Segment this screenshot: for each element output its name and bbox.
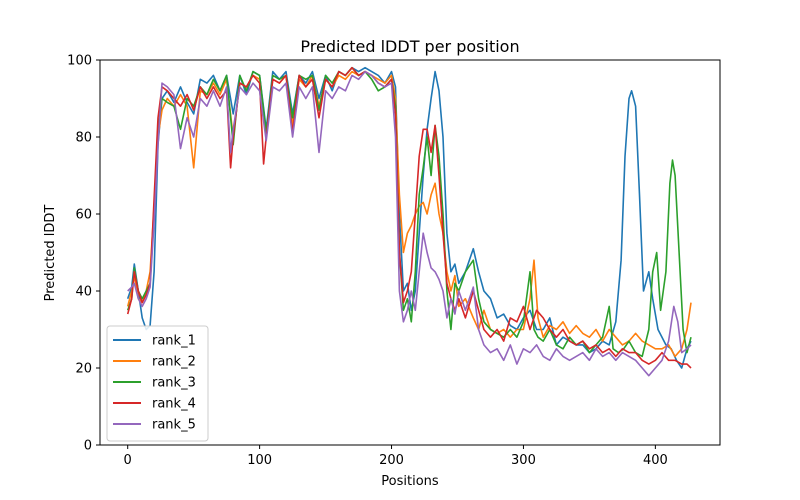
- y-tick-label: 80: [75, 131, 92, 146]
- legend-label-rank_2: rank_2: [152, 355, 196, 370]
- legend-label-rank_5: rank_5: [152, 418, 196, 433]
- chart-title: Predicted lDDT per position: [300, 37, 519, 56]
- series-line-rank_1: [126, 66, 692, 369]
- x-tick-label: 300: [511, 453, 536, 468]
- y-tick-label: 0: [84, 439, 92, 454]
- series-line-rank_3: [126, 66, 692, 358]
- y-tick-label: 60: [75, 208, 92, 223]
- y-tick-label: 20: [75, 362, 92, 377]
- series-line-rank_4: [126, 66, 692, 369]
- legend-box: [106, 325, 209, 442]
- x-tick-label: 0: [124, 453, 132, 468]
- plot-lines: [126, 66, 692, 377]
- series-line-rank_5: [127, 70, 692, 377]
- x-tick-label: 100: [247, 453, 272, 468]
- x-tick-label: 400: [643, 453, 668, 468]
- y-axis-label: Predicted lDDT: [43, 205, 58, 302]
- x-axis-label: Positions: [381, 474, 439, 489]
- legend-label-rank_3: rank_3: [152, 376, 196, 391]
- legend: rank_1 rank_2 rank_3 rank_4 rank_5: [106, 325, 209, 442]
- y-axis: 0 20 40 60 80 100: [67, 54, 100, 454]
- x-tick-label: 200: [379, 453, 404, 468]
- y-tick-label: 40: [75, 285, 92, 300]
- x-axis: 0 100 200 300 400: [124, 445, 668, 468]
- legend-label-rank_1: rank_1: [152, 334, 196, 349]
- y-tick-label: 100: [67, 54, 92, 69]
- legend-label-rank_4: rank_4: [152, 397, 196, 412]
- plot-frame: [99, 59, 721, 446]
